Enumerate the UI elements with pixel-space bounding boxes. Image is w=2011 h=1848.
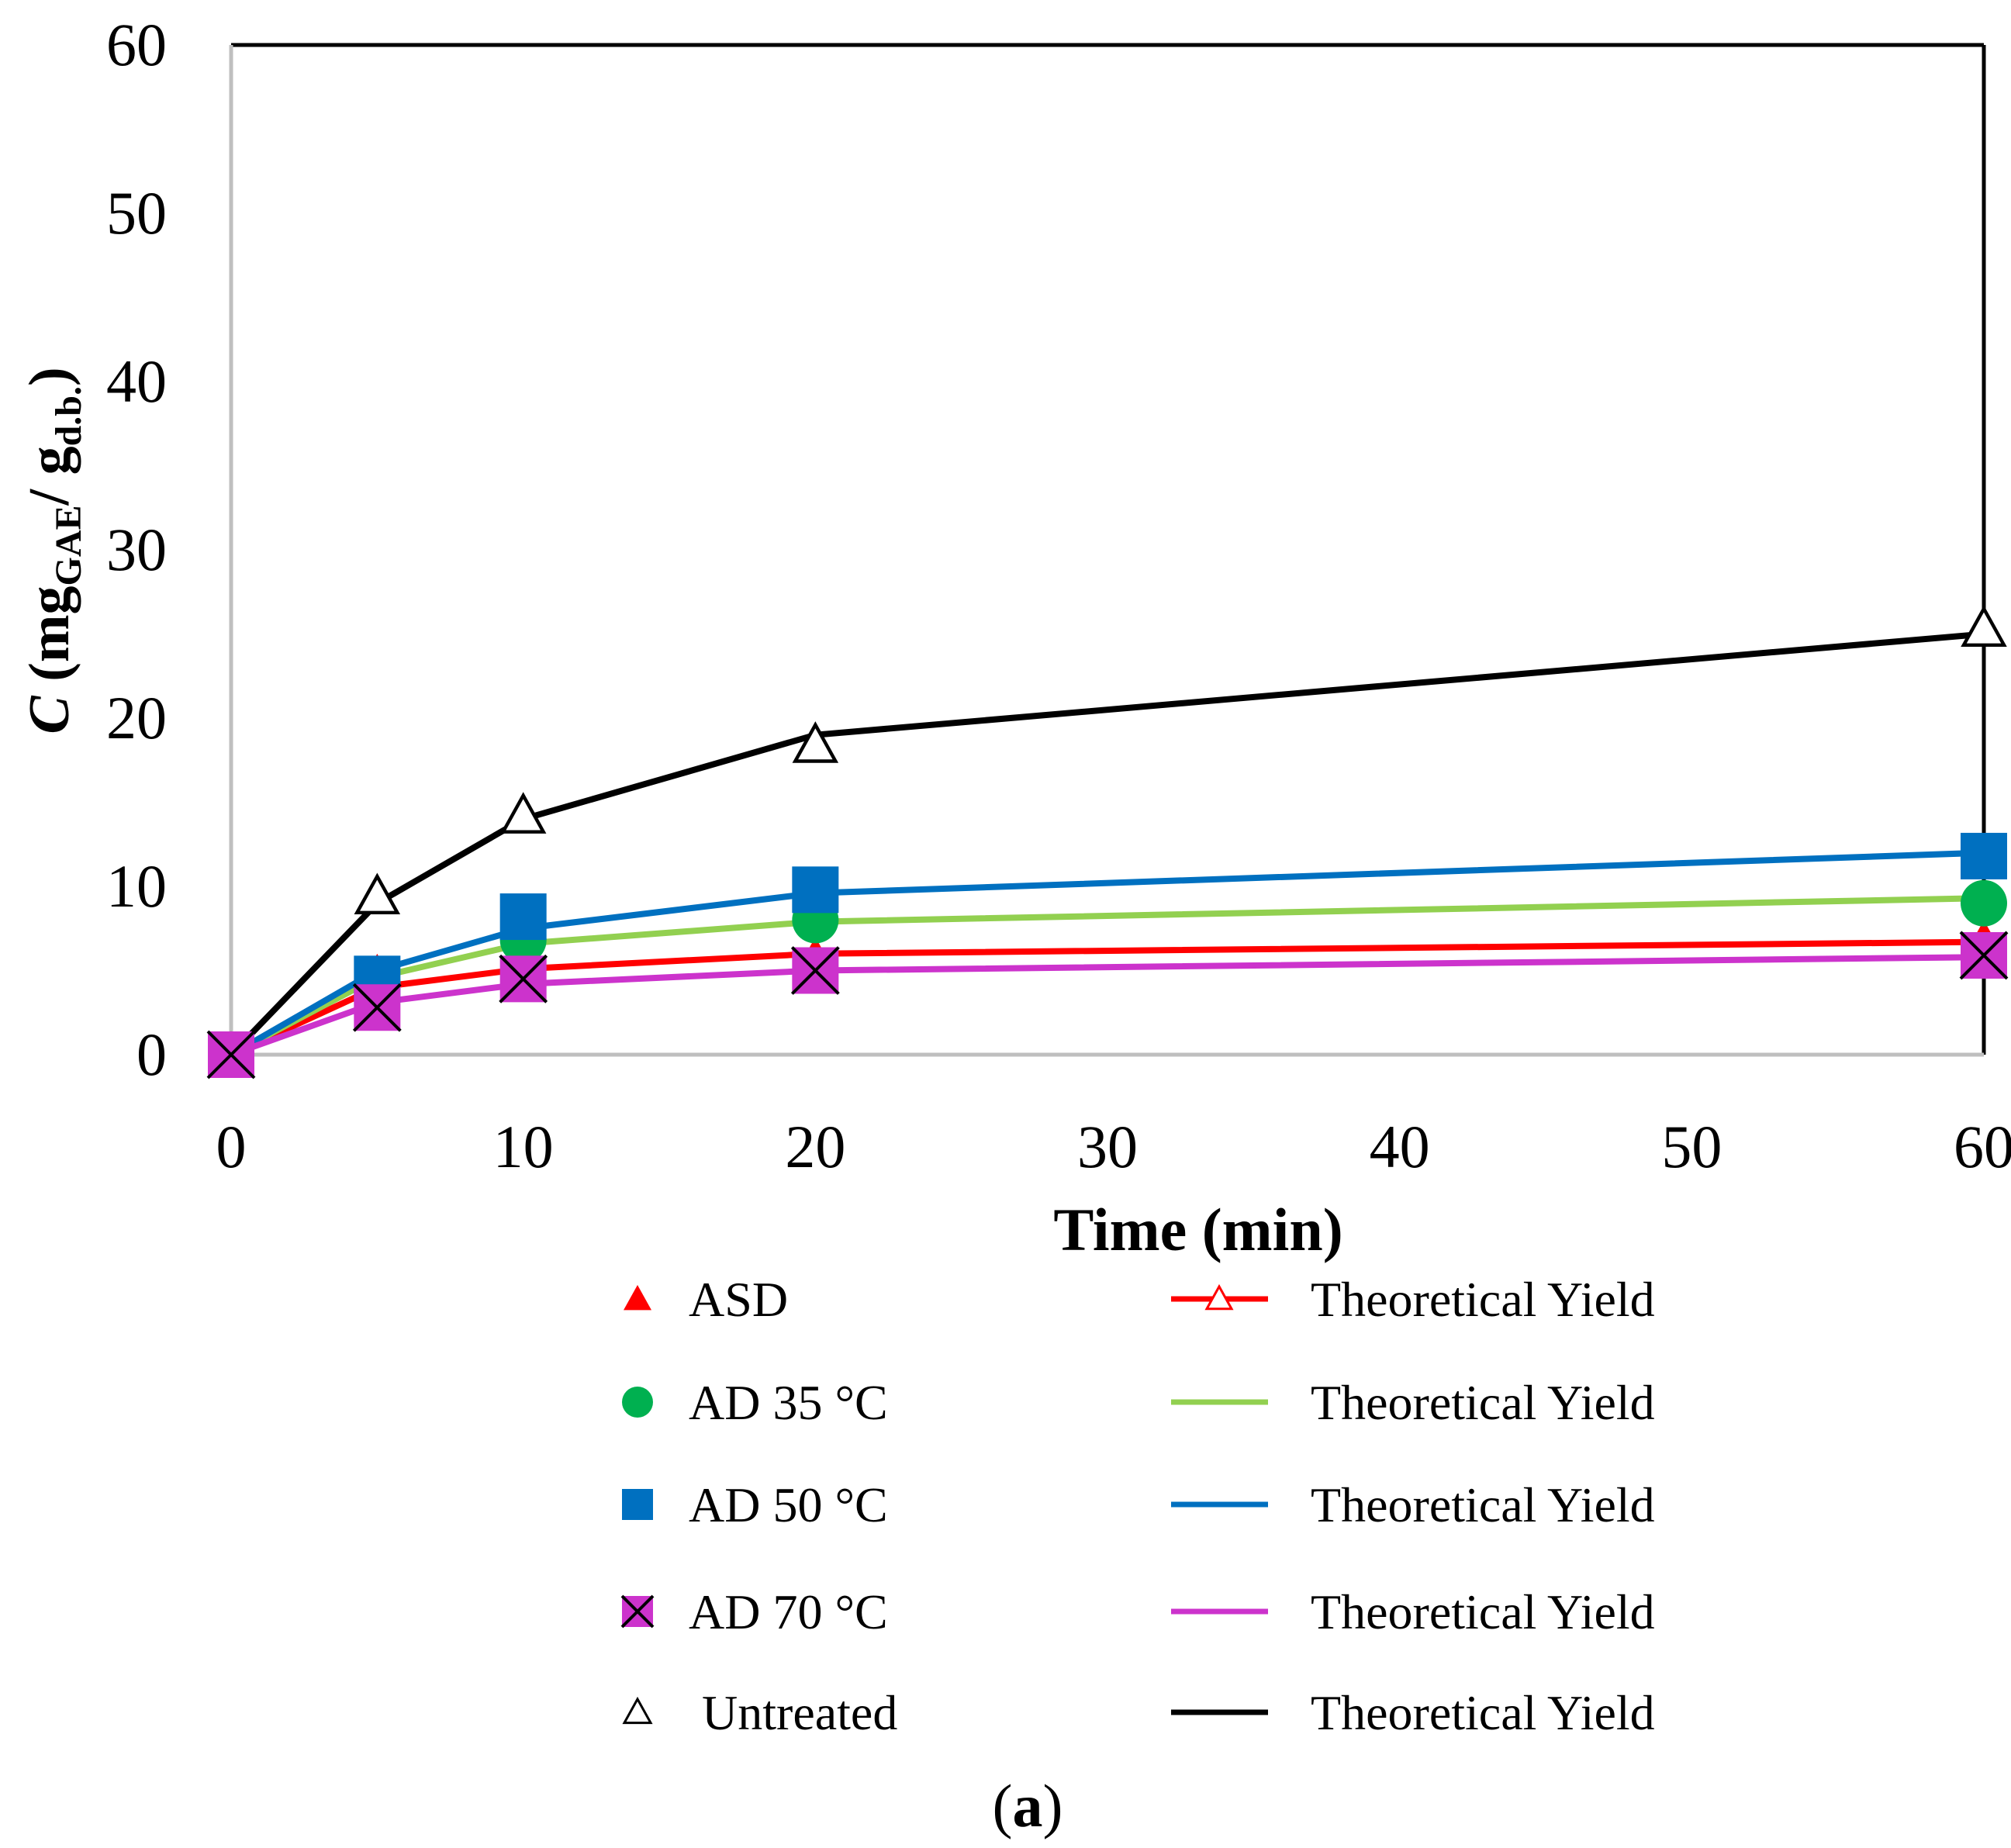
y-axis-title-sub-db: d.b. [48,386,89,446]
data-markers [206,605,2009,1079]
x-tick-label: 20 [785,1113,845,1180]
legend-fit-label: Theoretical Yield [1311,1477,1655,1532]
y-tick-label: 20 [106,684,167,751]
panel-label: (a) [993,1772,1063,1839]
y-axis-title-sub-gae: GAE [48,505,89,585]
data-point [1961,832,2007,879]
fit-lines [228,630,1987,1058]
data-point [354,872,401,915]
y-tick-label: 50 [106,179,167,247]
legend-label: ASD [689,1272,788,1327]
x-tick-label: 30 [1077,1113,1138,1180]
data-point [352,983,402,1032]
legend-label: AD 70 °C [689,1584,888,1639]
y-axis-title-mid: / g [18,446,81,506]
data-point [206,1030,256,1079]
panel-label-letter: a [1013,1772,1043,1839]
legend-fit-label: Theoretical Yield [1311,1685,1655,1740]
x-tick-label: 40 [1370,1113,1430,1180]
legend-marker [622,1489,653,1520]
y-tick-label: 0 [136,1021,167,1088]
data-point [792,721,839,763]
legend-fit-label: Theoretical Yield [1311,1272,1655,1327]
x-tick-label: 50 [1661,1113,1722,1180]
legend-line-marker [1204,1283,1234,1311]
legend-marker [622,1387,653,1418]
y-tick-label: 10 [106,852,167,920]
x-tick-labels: 0 10 20 30 40 50 60 [216,1113,2011,1180]
y-axis-title-open: (mg [18,585,81,696]
legend-label: Untreated [702,1685,897,1740]
y-tick-label: 40 [106,347,167,415]
panel-label-open: ( [993,1772,1013,1839]
y-axis-title: C (mgGAE/ gd.b.) [18,367,89,734]
y-tick-label: 60 [106,11,167,78]
y-tick-labels: 0 10 20 30 40 50 60 [106,11,167,1088]
legend-label: AD 35 °C [689,1375,888,1430]
legend-marker [624,1285,651,1311]
data-point [792,866,839,914]
data-point [499,893,547,941]
plot-frame [229,43,1986,1057]
svg-text:C (mgGAE/ gd.b.): C (mgGAE/ gd.b.) [18,367,89,734]
fit-line-2 [228,895,1987,1058]
x-tick-label: 60 [1954,1113,2011,1180]
x-tick-label: 10 [493,1113,554,1180]
data-point [499,792,547,834]
x-axis-title: Time (min) [1053,1196,1342,1263]
data-point [790,946,840,995]
legend-marker [622,1696,653,1725]
fit-line-5 [228,630,1987,1058]
y-axis-title-symbol: C [18,695,81,734]
data-point [1961,605,2007,647]
legend-marker [620,1594,655,1629]
x-tick-label: 0 [216,1113,247,1180]
panel-label-close: ) [1043,1772,1063,1839]
data-point [1961,879,2007,927]
data-point [1959,931,2009,980]
legend: ASD Theoretical Yield AD 35 °C Theoretical … [620,1272,1655,1740]
y-tick-label: 30 [106,516,167,583]
y-axis-title-close: ) [18,367,81,386]
legend-fit-label: Theoretical Yield [1311,1375,1655,1430]
legend-fit-label: Theoretical Yield [1311,1584,1655,1639]
legend-label: AD 50 °C [689,1477,888,1532]
data-point [499,954,548,1003]
